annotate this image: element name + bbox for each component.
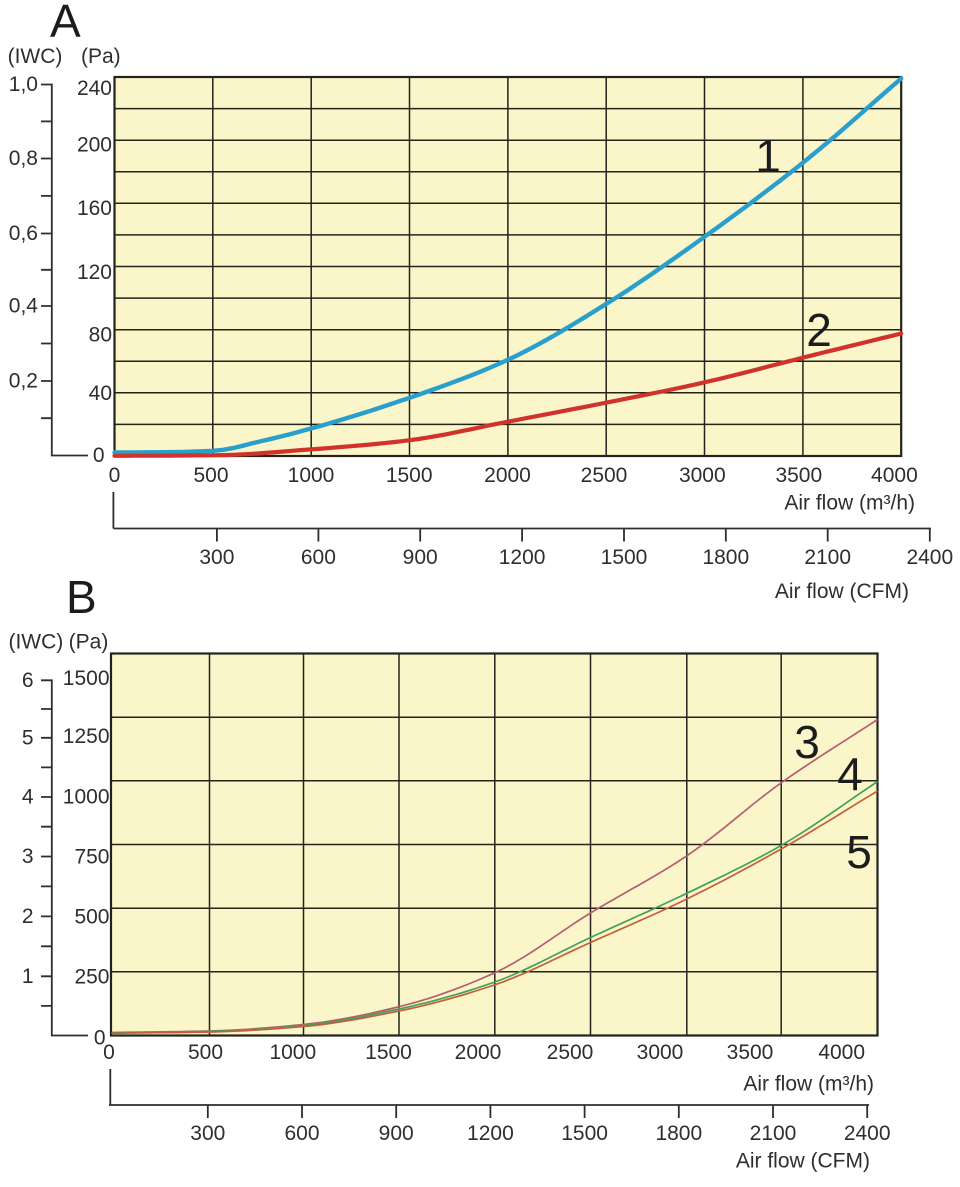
svg-text:1000: 1000	[269, 1041, 316, 1064]
svg-text:600: 600	[301, 546, 336, 569]
svg-text:0: 0	[109, 464, 121, 487]
svg-text:900: 900	[403, 546, 438, 569]
svg-text:(IWC): (IWC)	[8, 631, 63, 654]
svg-text:2500: 2500	[581, 464, 628, 487]
svg-text:3500: 3500	[727, 1041, 774, 1064]
svg-text:120: 120	[77, 261, 112, 284]
svg-text:(Pa): (Pa)	[81, 45, 121, 68]
svg-text:0,8: 0,8	[9, 147, 38, 170]
svg-text:1200: 1200	[467, 1122, 514, 1145]
svg-text:900: 900	[379, 1122, 414, 1145]
svg-text:4: 4	[22, 786, 34, 809]
svg-text:A: A	[50, 0, 81, 47]
svg-text:1,0: 1,0	[9, 73, 38, 96]
svg-text:1000: 1000	[63, 786, 110, 809]
svg-text:80: 80	[89, 324, 112, 347]
svg-text:160: 160	[77, 197, 112, 220]
svg-text:1500: 1500	[386, 464, 433, 487]
svg-text:B: B	[66, 571, 97, 623]
svg-text:2: 2	[22, 905, 34, 928]
svg-text:1: 1	[22, 965, 34, 988]
svg-text:Air flow (CFM): Air flow (CFM)	[736, 1150, 870, 1173]
svg-text:6: 6	[22, 669, 34, 692]
svg-text:40: 40	[89, 382, 112, 405]
svg-text:0,4: 0,4	[9, 295, 39, 318]
svg-text:(Pa): (Pa)	[69, 631, 109, 654]
svg-text:(IWC): (IWC)	[8, 45, 63, 68]
svg-text:1000: 1000	[288, 464, 335, 487]
svg-text:5: 5	[22, 726, 34, 749]
svg-text:2400: 2400	[844, 1122, 891, 1145]
svg-text:3: 3	[22, 845, 34, 868]
svg-text:200: 200	[77, 134, 112, 157]
svg-text:2500: 2500	[547, 1041, 594, 1064]
svg-text:3500: 3500	[775, 464, 822, 487]
svg-text:1200: 1200	[499, 546, 546, 569]
svg-text:1500: 1500	[561, 1122, 608, 1145]
svg-text:3: 3	[794, 716, 820, 768]
svg-text:500: 500	[193, 464, 228, 487]
svg-text:300: 300	[190, 1122, 225, 1145]
svg-text:0: 0	[103, 1041, 115, 1064]
svg-text:1250: 1250	[63, 725, 110, 748]
svg-text:3000: 3000	[679, 464, 726, 487]
svg-text:1500: 1500	[601, 546, 648, 569]
svg-text:2100: 2100	[804, 546, 851, 569]
svg-text:4000: 4000	[871, 464, 918, 487]
svg-text:250: 250	[74, 966, 109, 989]
svg-text:500: 500	[188, 1041, 223, 1064]
svg-text:2: 2	[806, 304, 832, 356]
svg-text:1500: 1500	[365, 1041, 412, 1064]
svg-text:0: 0	[94, 1027, 106, 1050]
svg-text:600: 600	[284, 1122, 319, 1145]
svg-text:500: 500	[74, 905, 109, 928]
svg-text:3000: 3000	[637, 1041, 684, 1064]
svg-text:750: 750	[74, 846, 109, 869]
svg-text:1800: 1800	[702, 546, 749, 569]
svg-text:2000: 2000	[484, 464, 531, 487]
svg-text:0: 0	[93, 444, 105, 467]
svg-text:Air flow (m³/h): Air flow (m³/h)	[784, 492, 915, 515]
svg-text:240: 240	[77, 77, 112, 100]
svg-text:4: 4	[837, 748, 863, 800]
svg-text:2100: 2100	[750, 1122, 797, 1145]
svg-text:2400: 2400	[906, 546, 953, 569]
svg-text:0,6: 0,6	[9, 222, 38, 245]
svg-text:5: 5	[846, 826, 872, 878]
svg-text:Air flow (m³/h): Air flow (m³/h)	[743, 1073, 874, 1096]
svg-text:300: 300	[199, 546, 234, 569]
svg-text:1800: 1800	[655, 1122, 702, 1145]
svg-text:2000: 2000	[455, 1041, 502, 1064]
svg-text:1: 1	[755, 130, 781, 182]
svg-text:Air flow (CFM): Air flow (CFM)	[775, 580, 909, 603]
svg-text:4000: 4000	[818, 1041, 865, 1064]
svg-text:0,2: 0,2	[9, 370, 38, 393]
svg-text:1500: 1500	[63, 667, 110, 690]
